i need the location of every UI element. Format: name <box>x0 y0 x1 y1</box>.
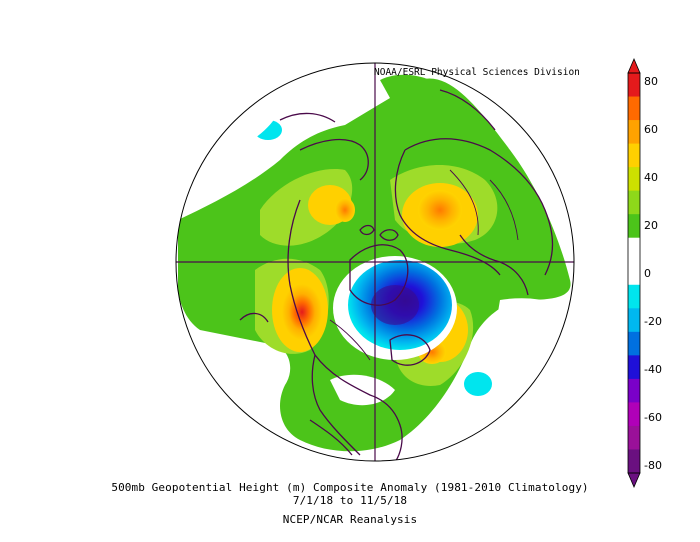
colorbar-swatch <box>628 331 640 356</box>
colorbar-swatch <box>628 96 640 121</box>
north-america-coastline <box>287 199 403 461</box>
colorbar-swatch <box>628 237 640 262</box>
colorbar-tick-label: -60 <box>644 411 662 424</box>
greenland-coastline <box>349 244 409 306</box>
anomaly-positive-region <box>300 142 360 167</box>
colorbar-swatch <box>628 284 640 309</box>
colorbar-swatch <box>628 190 640 215</box>
colorbar-swatch <box>628 143 640 168</box>
map-border <box>175 62 575 462</box>
colorbar-swatch <box>628 402 640 427</box>
colorbar-tick-label: 80 <box>644 75 658 88</box>
caption-source: NCEP/NCAR Reanalysis <box>282 513 418 526</box>
eurasia-coastline <box>404 138 554 276</box>
colorbar-swatch <box>628 355 640 380</box>
arctic-island-coastline <box>379 229 399 241</box>
anomaly-positive-region <box>418 190 462 230</box>
colorbar-swatch <box>628 378 640 403</box>
colorbar-swatch <box>628 425 640 450</box>
anomaly-positive-region <box>380 74 445 100</box>
country-border <box>329 319 371 361</box>
asia-coastline <box>279 112 336 123</box>
colorbar-tick-label: 20 <box>644 219 658 232</box>
caption-title: 500mb Geopotential Height (m) Composite … <box>111 481 589 494</box>
anomaly-negative-region <box>464 372 492 396</box>
colorbar-swatch <box>628 261 640 286</box>
asia-coastline <box>299 138 369 181</box>
country-border <box>449 169 479 236</box>
colorbar-swatch <box>628 449 640 474</box>
colorbar-tick-label: -40 <box>644 363 662 376</box>
colorbar-swatch <box>628 308 640 333</box>
colorbar-tick-label: -80 <box>644 459 662 472</box>
credit-label: NOAA/ESRL Physical Sciences Division <box>374 67 580 78</box>
colorbar-swatch <box>628 214 640 239</box>
hudson-bay-coastline <box>389 334 431 366</box>
colorbar-swatch <box>628 73 640 98</box>
anomaly-negative-region <box>371 285 419 325</box>
colorbar-tick-label: 0 <box>644 267 651 280</box>
colorbar: 80 60 40 20 0 -20 -40 -60 -80 <box>627 57 662 489</box>
south-america-coastline <box>309 419 353 456</box>
colorbar-frame <box>627 72 641 474</box>
colorbar-tick-label: -20 <box>644 315 662 328</box>
anomaly-field <box>176 63 574 461</box>
africa-coastline <box>439 89 496 131</box>
graticule <box>176 63 574 461</box>
colorbar-tick-label: 60 <box>644 123 658 136</box>
north-america-coastline <box>311 354 361 456</box>
continent-outlines <box>239 89 554 461</box>
country-border <box>489 179 519 241</box>
colorbar-tick-label: 40 <box>644 171 658 184</box>
anomaly-positive-region <box>335 198 355 222</box>
colorbar-top-arrow <box>627 57 641 74</box>
eurasia-coastline <box>394 149 501 276</box>
colorbar-swatch <box>628 120 640 145</box>
arctic-island-coastline <box>359 224 375 236</box>
anomaly-neutral-region <box>492 298 572 420</box>
caption-dates: 7/1/18 to 11/5/18 <box>292 494 408 507</box>
anomaly-positive-region <box>282 284 322 340</box>
asia-coastline <box>239 312 269 323</box>
colorbar-swatch <box>628 167 640 192</box>
